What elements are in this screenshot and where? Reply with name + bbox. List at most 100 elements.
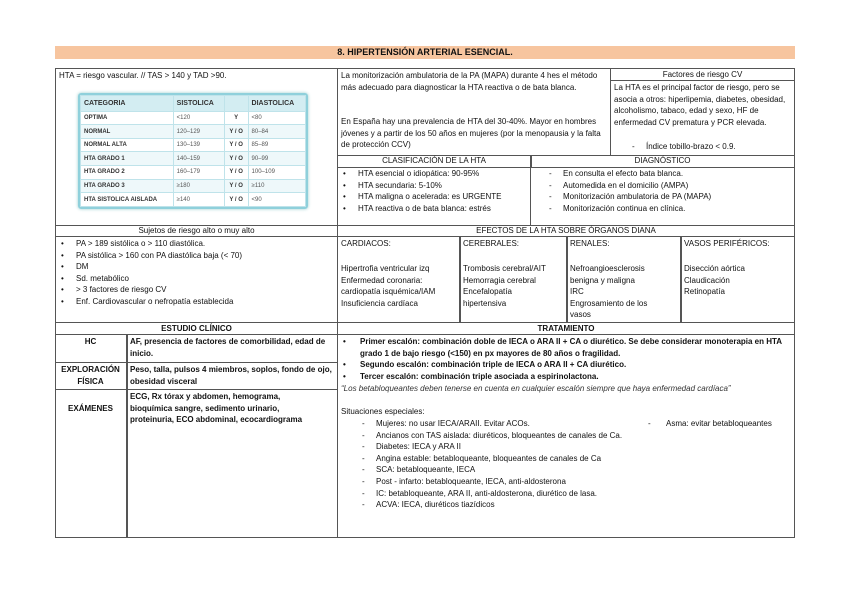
list-item: Mujeres: no usar IECA/ARAII. Evitar ACOs…	[358, 418, 622, 430]
table-row: HTA SISTOLICA AISLADA ≥140 Y / O <90	[80, 192, 307, 207]
divider	[566, 236, 568, 323]
list-item: Diabetes: IECA y ARA II	[358, 441, 622, 453]
cell: NORMAL	[80, 124, 174, 139]
cell: 80–84	[247, 124, 307, 139]
cell: Y / O	[223, 151, 249, 167]
factores-header	[610, 68, 795, 81]
table-row: OPTIMA <120 Y <80	[80, 110, 307, 126]
tratamiento-title: TRATAMIENTO	[537, 324, 595, 333]
list-item: Engrosamiento de los	[570, 298, 648, 308]
list-item: vasos	[570, 310, 591, 320]
cardiacos-list: Hipertrofia ventricular izq Enfermedad co…	[341, 263, 435, 309]
cell: 85–89	[247, 137, 307, 153]
list-item: PA sistólica > 160 con PA diastólica baj…	[58, 250, 242, 262]
list-item: Ancianos con TAS aislada: diuréticos, bl…	[358, 430, 622, 442]
mapa-text: La monitorización ambulatoria de la PA (…	[341, 71, 598, 92]
list-item: Claudicación	[684, 275, 730, 285]
cell: HTA SISTOLICA AISLADA	[80, 192, 174, 207]
cardiacos-head: CARDIACOS:	[341, 239, 391, 248]
cell: HTA GRADO 2	[80, 165, 174, 180]
list-item: Monitorización continua en clínica.	[545, 203, 711, 215]
estudio-title: ESTUDIO CLÍNICO	[161, 324, 232, 333]
cell: OPTIMA	[80, 110, 174, 126]
list-item: Asma: evitar betabloqueantes	[644, 418, 772, 430]
divider	[680, 236, 682, 323]
list-item: ACVA: IECA, diuréticos tiazídicos	[358, 499, 622, 511]
exploracion-text: Peso, talla, pulsos 4 miembros, soplos, …	[130, 365, 332, 386]
hta-definition: HTA = riesgo vascular. // TAS > 140 y TA…	[59, 71, 227, 80]
clasificacion-title: CLASIFICACIÓN DE LA HTA	[382, 156, 486, 165]
list-item: Post - infarto: betabloqueante, IECA, an…	[358, 476, 622, 488]
vasos-list: Disección aórtica Claudicación Retinopatía	[684, 263, 745, 298]
cell: 100–109	[247, 165, 307, 180]
cell: Y / O	[223, 137, 249, 153]
list-item: Enfermedad coronaria:	[341, 275, 423, 285]
list-item: Segundo escalón: combinación triple de I…	[340, 359, 790, 371]
list-item: cardiopatía isquémica/IAM	[341, 287, 436, 297]
cerebrales-list: Trombosis cerebral/AIT Hemorragia cerebra…	[463, 263, 546, 309]
hc-text: AF, presencia de factores de comorbilida…	[130, 337, 326, 358]
cell: ≥140	[172, 192, 225, 207]
list-item: Tercer escalón: combinación triple asoci…	[340, 371, 790, 383]
list-item: Automedida en el domicilio (AMPA)	[545, 180, 711, 192]
prevalencia-text: En España hay una prevalencia de HTA del…	[341, 117, 601, 150]
factores-title: Factores de riesgo CV	[662, 70, 743, 79]
header-cell	[223, 95, 249, 112]
table-header-row: CATEGORIA SISTOLICA DIASTOLICA	[80, 95, 307, 112]
list-item: Trombosis cerebral/AIT	[463, 264, 546, 273]
list-item: Monitorización ambulatoria de PA (MAPA)	[545, 191, 711, 203]
blood-pressure-table: CATEGORIA SISTOLICA DIASTOLICA OPTIMA <120 Y…	[78, 93, 308, 209]
examenes-text: ECG, Rx tórax y abdomen, hemograma, bioq…	[130, 392, 303, 425]
section-title: 8. HIPERTENSIÓN ARTERIAL ESENCIAL.	[55, 46, 795, 59]
cell: <90	[247, 192, 307, 207]
header-cell: DIASTOLICA	[247, 95, 307, 112]
cell: Y / O	[223, 178, 249, 194]
cell: 90–99	[247, 151, 307, 167]
list-item: Encefalopatía	[463, 287, 512, 297]
cerebrales-head: CEREBRALES:	[463, 239, 520, 248]
list-item: benigna y maligna	[570, 275, 635, 285]
list-item: HTA maligna o acelerada: es URGENTE	[340, 191, 501, 203]
header-cell: SISTOLICA	[172, 95, 225, 112]
table-row: HTA GRADO 3 ≥180 Y / O ≥110	[80, 178, 307, 194]
cell: Y / O	[223, 192, 249, 207]
sujetos-title: Sujetos de riesgo alto o muy alto	[138, 226, 255, 235]
list-item: Nefroangioesclerosis	[570, 264, 645, 273]
hc-label: HC	[84, 337, 97, 346]
divider	[126, 334, 128, 538]
list-item: Enf. Cardiovascular o nefropatía estable…	[58, 296, 242, 308]
examenes-label: EXÁMENES	[68, 404, 113, 413]
list-item: En consulta el efecto bata blanca.	[545, 168, 711, 180]
cell: NORMAL ALTA	[80, 137, 174, 153]
cell: 160–179	[172, 165, 225, 180]
cell: 120–129	[172, 124, 225, 139]
list-item: HTA secundaria: 5-10%	[340, 180, 501, 192]
cell: ≥110	[247, 178, 307, 194]
cell: 140–159	[172, 151, 225, 167]
list-item: IRC	[570, 287, 584, 297]
especiales-title: Situaciones especiales:	[341, 407, 425, 416]
cell: Y / O	[223, 124, 249, 139]
table-row: NORMAL 120–129 Y / O 80–84	[80, 124, 307, 139]
cell: <120	[172, 110, 225, 126]
renales-list: Nefroangioesclerosis benigna y maligna IRC…	[570, 263, 647, 321]
list-item: Sd. metabólico	[58, 273, 242, 285]
table-row: HTA GRADO 1 140–159 Y / O 90–99	[80, 151, 307, 167]
efectos-title: EFECTOS DE LA HTA SOBRE ÓRGANOS DIANA	[476, 226, 656, 235]
cell: ≥180	[172, 178, 225, 194]
cell: 130–139	[172, 137, 225, 153]
list-item: Angina estable: betabloqueante, bloquean…	[358, 453, 622, 465]
list-item: Índice tobillo-brazo < 0.9.	[628, 141, 736, 153]
renales-head: RENALES:	[570, 239, 610, 248]
list-item: IC: betabloqueante, ARA II, anti-aldoste…	[358, 488, 622, 500]
cell: HTA GRADO 3	[80, 178, 174, 194]
cell: Y / O	[223, 165, 249, 180]
list-item: HTA reactiva o de bata blanca: estrés	[340, 203, 501, 215]
list-item: > 3 factores de riesgo CV	[58, 284, 242, 296]
cell: Y	[223, 110, 249, 126]
factores-text: La HTA es el principal factor de riesgo,…	[614, 83, 786, 127]
table-row: NORMAL ALTA 130–139 Y / O 85–89	[80, 137, 307, 153]
table-row: HTA GRADO 2 160–179 Y / O 100–109	[80, 165, 307, 180]
list-item: Hipertrofia ventricular izq	[341, 264, 430, 273]
divider	[530, 155, 532, 168]
